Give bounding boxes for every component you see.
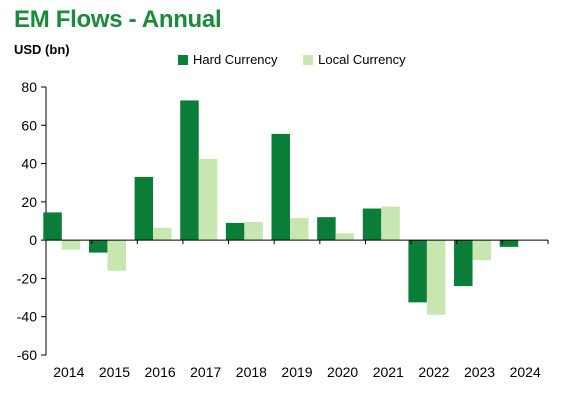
x-tick-label: 2023 xyxy=(464,364,495,380)
chart-title: EM Flows - Annual xyxy=(14,6,222,33)
bar-hard-2024 xyxy=(499,240,519,247)
y-tick-label: 40 xyxy=(21,156,37,172)
legend-swatch-hard-currency xyxy=(178,54,188,65)
y-tick-label: 20 xyxy=(21,194,37,210)
y-tick-label: -40 xyxy=(17,309,37,325)
legend: Hard Currency Local Currency xyxy=(178,52,428,68)
x-tick-label: 2018 xyxy=(236,364,267,380)
x-tick-label: 2022 xyxy=(418,364,449,380)
legend-item-hard-currency: Hard Currency xyxy=(178,52,278,67)
y-tick-label: -20 xyxy=(17,270,37,286)
y-tick-label: 0 xyxy=(29,232,37,248)
x-tick-label: 2017 xyxy=(190,364,221,380)
bar-local-2019 xyxy=(290,218,309,241)
bar-hard-2016 xyxy=(134,176,154,241)
x-tick-label: 2024 xyxy=(510,364,541,380)
legend-label-local-currency: Local Currency xyxy=(318,52,406,67)
bar-local-2015 xyxy=(107,240,126,271)
x-tick-label: 2019 xyxy=(281,364,312,380)
bar-local-2023 xyxy=(472,240,492,261)
x-tick-label: 2014 xyxy=(53,364,84,380)
bar-local-2018 xyxy=(244,221,263,241)
x-tick-label: 2016 xyxy=(145,364,176,380)
y-tick-label: 80 xyxy=(21,79,37,95)
x-tick-label: 2020 xyxy=(327,364,358,380)
legend-item-local-currency: Local Currency xyxy=(303,52,406,67)
bar-hard-2023 xyxy=(454,240,473,287)
bar-hard-2020 xyxy=(317,217,336,241)
y-tick-label: 60 xyxy=(21,117,37,133)
bar-hard-2018 xyxy=(225,222,245,241)
bar-hard-2014 xyxy=(43,212,62,241)
bar-local-2020 xyxy=(335,233,355,241)
bar-hard-2022 xyxy=(408,240,427,303)
legend-swatch-local-currency xyxy=(303,54,314,65)
bar-local-2017 xyxy=(198,158,218,241)
y-axis-label: USD (bn) xyxy=(14,42,70,57)
bar-local-2016 xyxy=(153,227,172,241)
bar-hard-2015 xyxy=(88,240,108,253)
bar-hard-2017 xyxy=(180,100,199,241)
legend-label-hard-currency: Hard Currency xyxy=(193,52,278,67)
bar-hard-2021 xyxy=(362,208,382,241)
bar-local-2022 xyxy=(426,240,446,315)
bar-local-2014 xyxy=(61,240,81,250)
x-tick-label: 2021 xyxy=(373,364,404,380)
bar-hard-2019 xyxy=(271,133,290,241)
bar-local-2021 xyxy=(381,206,400,241)
y-tick-label: -60 xyxy=(17,347,37,363)
x-tick-label: 2015 xyxy=(99,364,130,380)
